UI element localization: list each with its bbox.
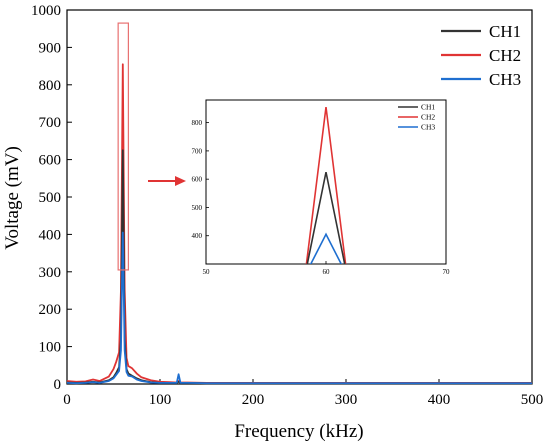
inset-frame bbox=[205, 99, 447, 265]
inset-y-tick-label: 700 bbox=[192, 147, 203, 155]
y-tick-label: 300 bbox=[39, 265, 62, 281]
inset-peak-ch1 bbox=[306, 171, 346, 264]
x-axis-label: Frequency (kHz) bbox=[234, 421, 363, 442]
x-tick-label: 400 bbox=[428, 392, 451, 408]
y-tick-label: 800 bbox=[39, 78, 62, 94]
inset-y-tick-label: 500 bbox=[192, 204, 203, 212]
inset-peaks bbox=[305, 106, 347, 264]
inset-y-tick-label: 600 bbox=[192, 176, 203, 184]
series-line-ch3 bbox=[66, 231, 532, 385]
x-tick-label: 200 bbox=[242, 392, 265, 408]
arrow-head bbox=[175, 176, 186, 186]
highlight-box bbox=[117, 22, 129, 271]
inset-x-tick-label: 70 bbox=[443, 268, 451, 276]
main-plot: 0 100 200 300 400 500 0 100 200 300 400 500 600 700 80… bbox=[31, 3, 543, 408]
y-tick-label: 1000 bbox=[31, 3, 61, 19]
inset-legend-label-ch2: CH2 bbox=[421, 113, 435, 122]
inset-x-tick-label: 60 bbox=[323, 268, 331, 276]
y-tick-label: 500 bbox=[39, 190, 62, 206]
x-tick-label: 100 bbox=[149, 392, 172, 408]
inset-legend-label-ch3: CH3 bbox=[421, 123, 435, 132]
y-tick-label: 200 bbox=[39, 302, 62, 318]
inset-peak-ch2 bbox=[305, 106, 347, 264]
inset-y-tick-label: 800 bbox=[192, 119, 203, 127]
y-axis-label: Voltage (mV) bbox=[2, 146, 23, 250]
inset-x-tick-label: 50 bbox=[203, 268, 211, 276]
y-tick-label: 400 bbox=[39, 227, 62, 243]
legend: CH1 CH2 CH3 bbox=[441, 22, 521, 89]
highlight-region bbox=[117, 22, 129, 271]
y-tick-label: 0 bbox=[54, 377, 62, 393]
legend-label-ch3: CH3 bbox=[489, 70, 521, 89]
x-tick-label: 300 bbox=[335, 392, 358, 408]
x-tick-label: 500 bbox=[521, 392, 544, 408]
x-tick-label: 0 bbox=[63, 392, 71, 408]
inset-y-tick-label: 400 bbox=[192, 232, 203, 240]
y-tick-label: 700 bbox=[39, 115, 62, 131]
y-tick-label: 600 bbox=[39, 153, 62, 169]
legend-label-ch2: CH2 bbox=[489, 46, 521, 65]
zoom-arrow bbox=[148, 176, 186, 186]
legend-label-ch1: CH1 bbox=[489, 22, 521, 41]
inset-peak-ch3 bbox=[309, 232, 343, 264]
inset-legend-label-ch1: CH1 bbox=[421, 103, 435, 112]
y-tick-label: 900 bbox=[39, 40, 62, 56]
y-tick-label: 100 bbox=[39, 340, 62, 356]
